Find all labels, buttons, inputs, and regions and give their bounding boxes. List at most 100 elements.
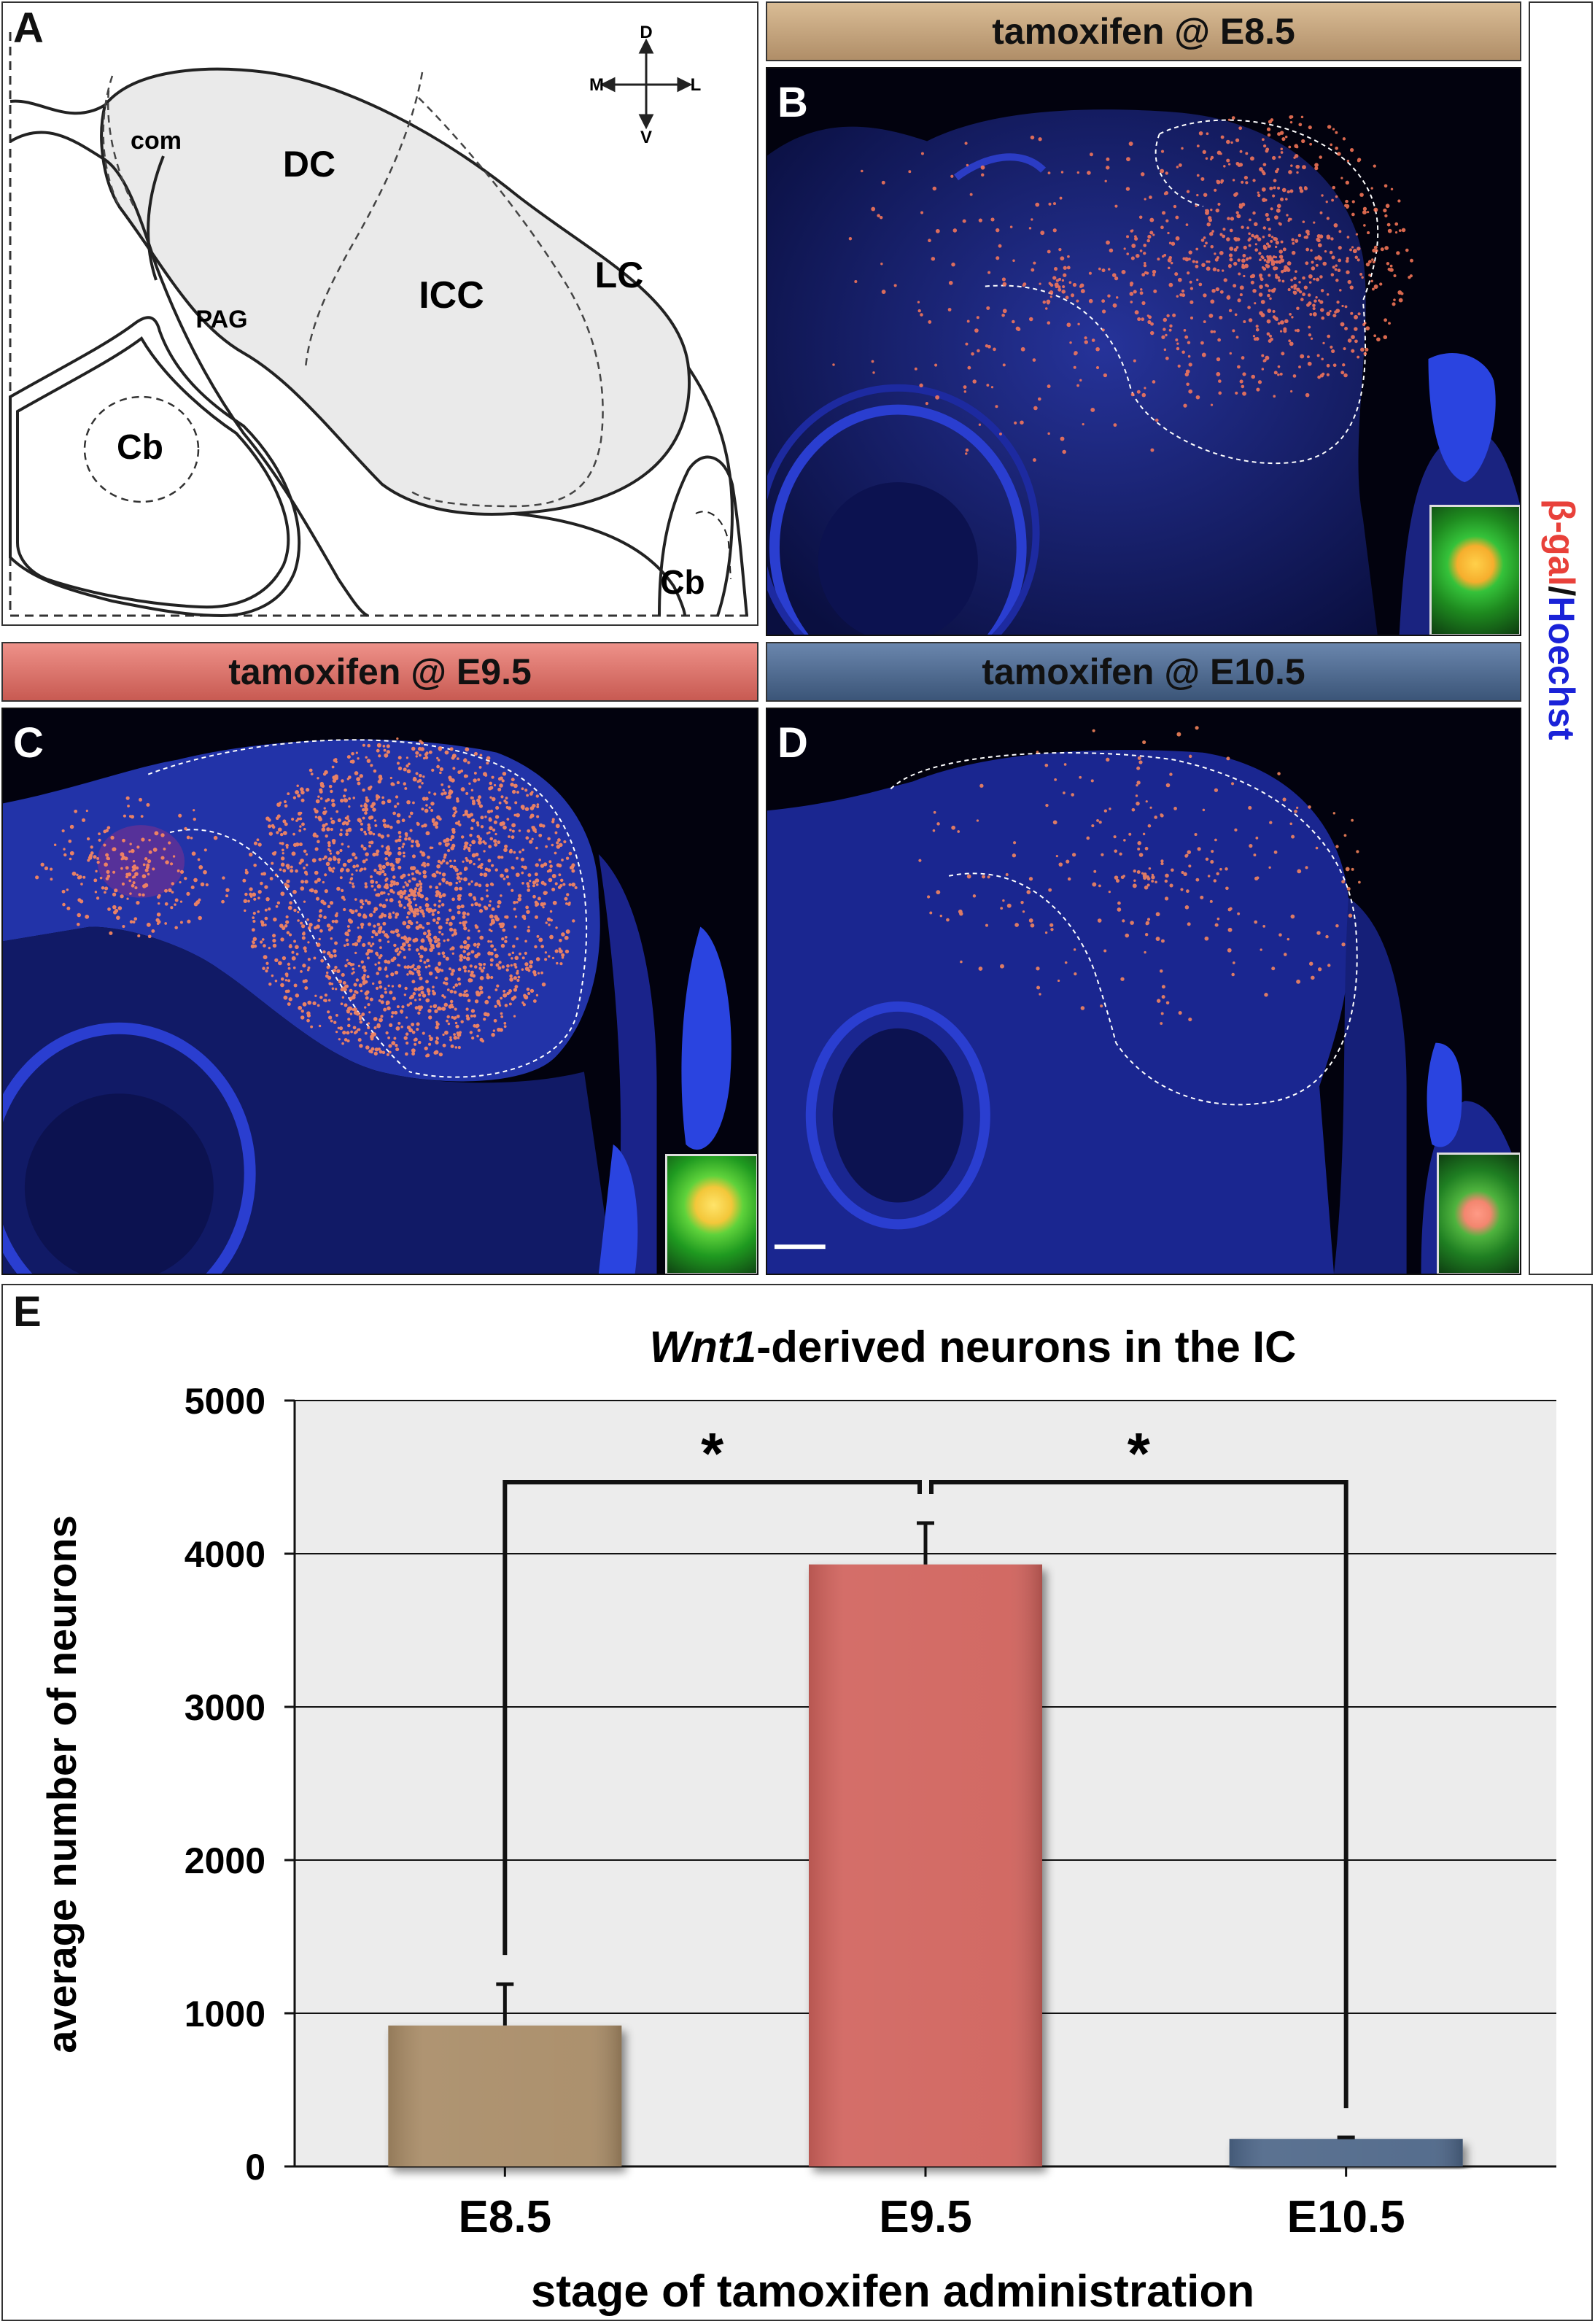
labeled-cell	[365, 1045, 370, 1050]
labeled-cell	[514, 965, 518, 969]
labeled-cell	[1254, 243, 1257, 246]
labeled-cell	[280, 856, 285, 861]
labeled-cell	[327, 841, 331, 845]
labeled-cell	[417, 987, 421, 991]
panel-b-tissue	[767, 109, 1520, 635]
labeled-cell	[319, 996, 323, 999]
labeled-cell	[489, 781, 493, 786]
labeled-cell	[471, 1036, 475, 1040]
panel-b-micrograph: B	[766, 67, 1521, 636]
labeled-cell	[419, 976, 423, 980]
labeled-cell	[1195, 726, 1199, 730]
labeled-cell	[511, 835, 515, 840]
labeled-cell	[966, 163, 969, 167]
labeled-cell	[493, 839, 497, 843]
labeled-cell	[146, 802, 150, 807]
labeled-cell	[531, 837, 534, 840]
labeled-cell	[511, 778, 515, 782]
labeled-cell	[1237, 298, 1241, 303]
labeled-cell	[365, 858, 368, 861]
labeled-cell	[415, 925, 420, 930]
labeled-cell	[1072, 282, 1077, 287]
labeled-cell	[1316, 354, 1320, 357]
labeled-cell	[1005, 872, 1009, 876]
labeled-cell	[527, 926, 530, 929]
labeled-cell	[403, 782, 406, 786]
labeled-cell	[1342, 363, 1346, 367]
labeled-cell	[421, 807, 424, 811]
labeled-cell	[544, 951, 548, 954]
labeled-cell	[441, 783, 444, 786]
labeled-cell	[198, 915, 202, 921]
labeled-cell	[441, 903, 445, 907]
labeled-cell	[140, 815, 144, 818]
labeled-cell	[1263, 258, 1267, 262]
labeled-cell	[1142, 740, 1146, 745]
labeled-cell	[395, 1044, 398, 1047]
labeled-cell	[344, 1003, 348, 1007]
labeled-cell	[350, 1030, 353, 1034]
labeled-cell	[929, 911, 933, 915]
labeled-cell	[378, 774, 383, 779]
labeled-cell	[428, 1015, 432, 1020]
labeled-cell	[257, 896, 260, 899]
labeled-cell	[325, 834, 328, 838]
labeled-cell	[1249, 256, 1252, 260]
labeled-cell	[412, 893, 416, 897]
labeled-cell	[98, 832, 101, 835]
labeled-cell	[1226, 756, 1230, 761]
labeled-cell	[428, 791, 431, 794]
labeled-cell	[1350, 311, 1354, 315]
labeled-cell	[1039, 282, 1041, 285]
labeled-cell	[537, 896, 541, 901]
labeled-cell	[1257, 191, 1260, 194]
labeled-cell	[373, 769, 377, 773]
labeled-cell	[1308, 333, 1312, 337]
labeled-cell	[1372, 287, 1375, 291]
y-axis-label: average number of neurons	[39, 1515, 85, 2053]
compass-v-label: V	[640, 128, 652, 147]
labeled-cell	[972, 379, 977, 384]
labeled-cell	[134, 872, 139, 877]
labeled-cell	[1266, 319, 1271, 324]
y-tick-label: 3000	[185, 1687, 265, 1728]
labeled-cell	[415, 948, 419, 952]
labeled-cell	[163, 847, 166, 851]
labeled-cell	[401, 818, 405, 823]
labeled-cell	[1235, 211, 1239, 214]
labeled-cell	[346, 1039, 350, 1043]
labeled-cell	[1154, 418, 1159, 422]
labeled-cell	[1257, 193, 1261, 198]
labeled-cell	[407, 943, 411, 948]
labeled-cell	[518, 829, 521, 832]
labeled-cell	[252, 892, 257, 897]
labeled-cell	[391, 1041, 396, 1045]
labeled-cell	[344, 1038, 348, 1042]
labeled-cell	[1286, 268, 1291, 272]
labeled-cell	[156, 895, 160, 899]
labeled-cell	[125, 875, 129, 879]
labeled-cell	[1332, 363, 1337, 368]
labeled-cell	[333, 954, 337, 958]
labeled-cell	[1052, 228, 1057, 233]
labeled-cell	[447, 1022, 451, 1026]
labeled-cell	[1266, 127, 1271, 131]
labeled-cell	[1206, 266, 1211, 271]
labeled-cell	[532, 969, 537, 975]
labeled-cell	[1371, 258, 1374, 261]
labeled-cell	[349, 859, 353, 862]
labeled-cell	[341, 888, 344, 893]
labeled-cell	[313, 832, 317, 837]
labeled-cell	[500, 795, 504, 799]
labeled-cell	[304, 986, 308, 990]
labeled-cell	[529, 840, 533, 844]
labeled-cell	[444, 1030, 449, 1035]
labeled-cell	[1307, 361, 1312, 366]
labeled-cell	[362, 807, 365, 812]
labeled-cell	[987, 271, 991, 274]
labeled-cell	[1176, 346, 1180, 351]
labeled-cell	[330, 819, 335, 824]
labeled-cell	[1210, 859, 1214, 864]
labeled-cell	[506, 964, 510, 968]
labeled-cell	[287, 905, 292, 910]
